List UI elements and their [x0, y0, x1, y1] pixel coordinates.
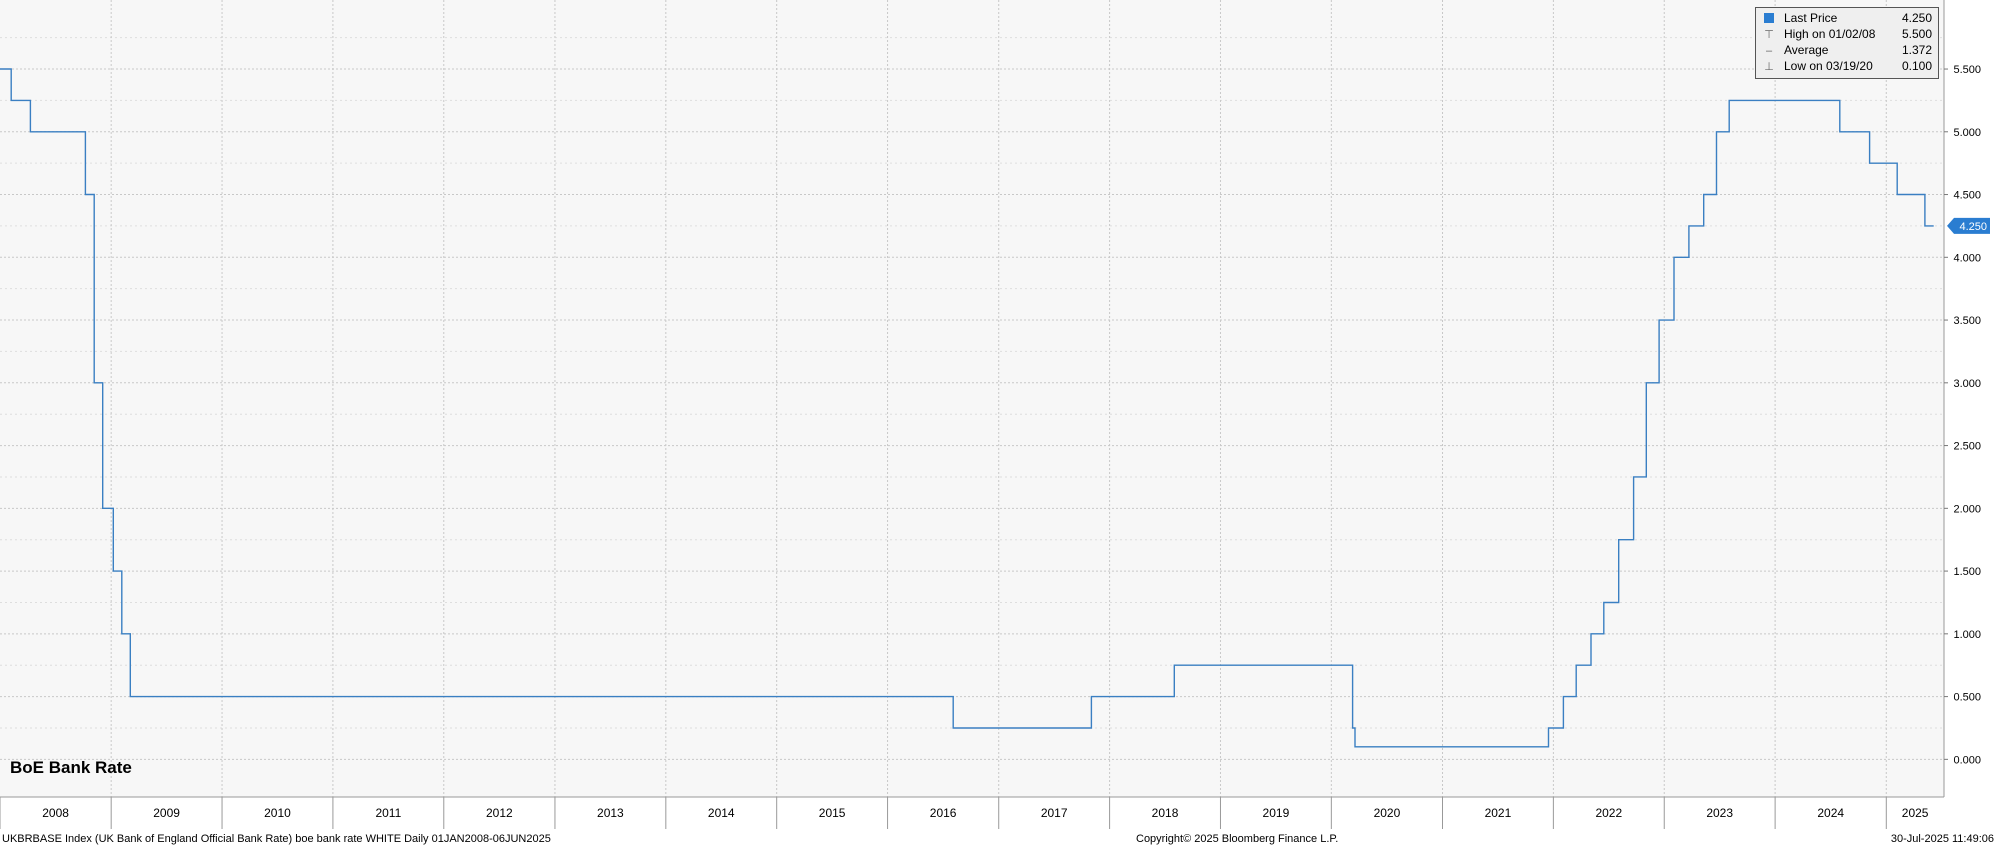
legend-row-low: ⊥ Low on 03/19/20 0.100: [1762, 59, 1932, 74]
y-tick-label: 4.500: [1953, 190, 1981, 202]
series-layer: [0, 68, 1934, 748]
y-tick-label: 1.500: [1953, 566, 1981, 578]
plot-background: [0, 0, 1944, 797]
y-tick-label: 5.500: [1953, 64, 1981, 76]
x-tick-label: 2019: [1263, 806, 1290, 820]
y-tick-label: 2.500: [1953, 441, 1981, 453]
square-swatch-icon: [1762, 12, 1776, 27]
x-axis-band: [0, 797, 1944, 829]
series-line-last-price: [0, 68, 1934, 748]
x-tick-label: 2010: [264, 806, 291, 820]
x-tick-label: 2021: [1485, 806, 1512, 820]
x-tick-label: 2015: [819, 806, 846, 820]
x-tick-label: 2018: [1152, 806, 1179, 820]
x-tick-label: 2009: [153, 806, 180, 820]
y-tick-label: 3.500: [1953, 315, 1981, 327]
x-tick-label: 2016: [930, 806, 957, 820]
x-tick-label: 2025: [1902, 806, 1929, 820]
x-tick-label: 2022: [1595, 806, 1622, 820]
last-price-tag-label: 4.250: [1959, 221, 1987, 233]
legend-value: 0.100: [1901, 59, 1932, 73]
y-axis-ticks: 0.000 0.500 1.000 1.500 2.000 2.500 3.000 3.500…: [1944, 64, 1981, 766]
y-tick-label: 0.000: [1953, 754, 1981, 766]
y-tick-label: 0.500: [1953, 692, 1981, 704]
legend-box: Last Price 4.250 ⊤ High on 01/02/08 5.50…: [1755, 7, 1939, 79]
y-tick-label: 1.000: [1953, 629, 1981, 641]
footer-security-description: UKBRBASE Index (UK Bank of England Offic…: [2, 833, 551, 845]
x-tick-label: 2011: [375, 806, 401, 820]
x-tick-label: 2013: [597, 806, 624, 820]
x-tick-label: 2008: [42, 806, 69, 820]
last-price-tag: 4.250: [1947, 217, 1990, 234]
last-price-tag-shape: [1947, 217, 1990, 234]
footer-copyright: Copyright© 2025 Bloomberg Finance L.P.: [1136, 833, 1339, 845]
legend-label: Low on 03/19/20: [1784, 59, 1873, 73]
x-axis-ticks: 2008 2009 2010 2011 2012 2013 2014 2015 2016 2017…: [0, 797, 1929, 829]
legend-value: 4.250: [1901, 11, 1932, 25]
x-tick-label: 2012: [486, 806, 513, 820]
legend-value: 1.372: [1901, 43, 1932, 57]
y-tick-label: 5.000: [1953, 127, 1981, 139]
x-tick-label: 2023: [1706, 806, 1733, 820]
high-marker-icon: ⊤: [1764, 29, 1774, 41]
footer-timestamp: 30-Jul-2025 11:49:06: [1890, 833, 1994, 845]
low-marker-icon: ⊥: [1764, 61, 1774, 73]
chart-title: BoE Bank Rate: [10, 758, 132, 777]
x-tick-label: 2020: [1374, 806, 1401, 820]
y-tick-label: 4.000: [1953, 252, 1981, 264]
average-marker-icon: –: [1765, 45, 1773, 57]
x-tick-label: 2017: [1041, 806, 1068, 820]
legend-row-last-price: Last Price 4.250: [1762, 11, 1932, 26]
legend-value: 5.500: [1901, 27, 1932, 41]
legend-label: Average: [1784, 43, 1829, 57]
legend-label: High on 01/02/08: [1784, 27, 1876, 41]
y-tick-label: 3.000: [1953, 378, 1981, 390]
x-tick-label: 2024: [1817, 806, 1844, 820]
legend-row-average: – Average 1.372: [1762, 43, 1932, 58]
x-tick-label: 2014: [708, 806, 735, 820]
legend-label: Last Price: [1784, 11, 1838, 25]
legend-row-high: ⊤ High on 01/02/08 5.500: [1762, 27, 1932, 42]
grid-lines: [0, 0, 1944, 797]
y-tick-label: 2.000: [1953, 503, 1981, 515]
